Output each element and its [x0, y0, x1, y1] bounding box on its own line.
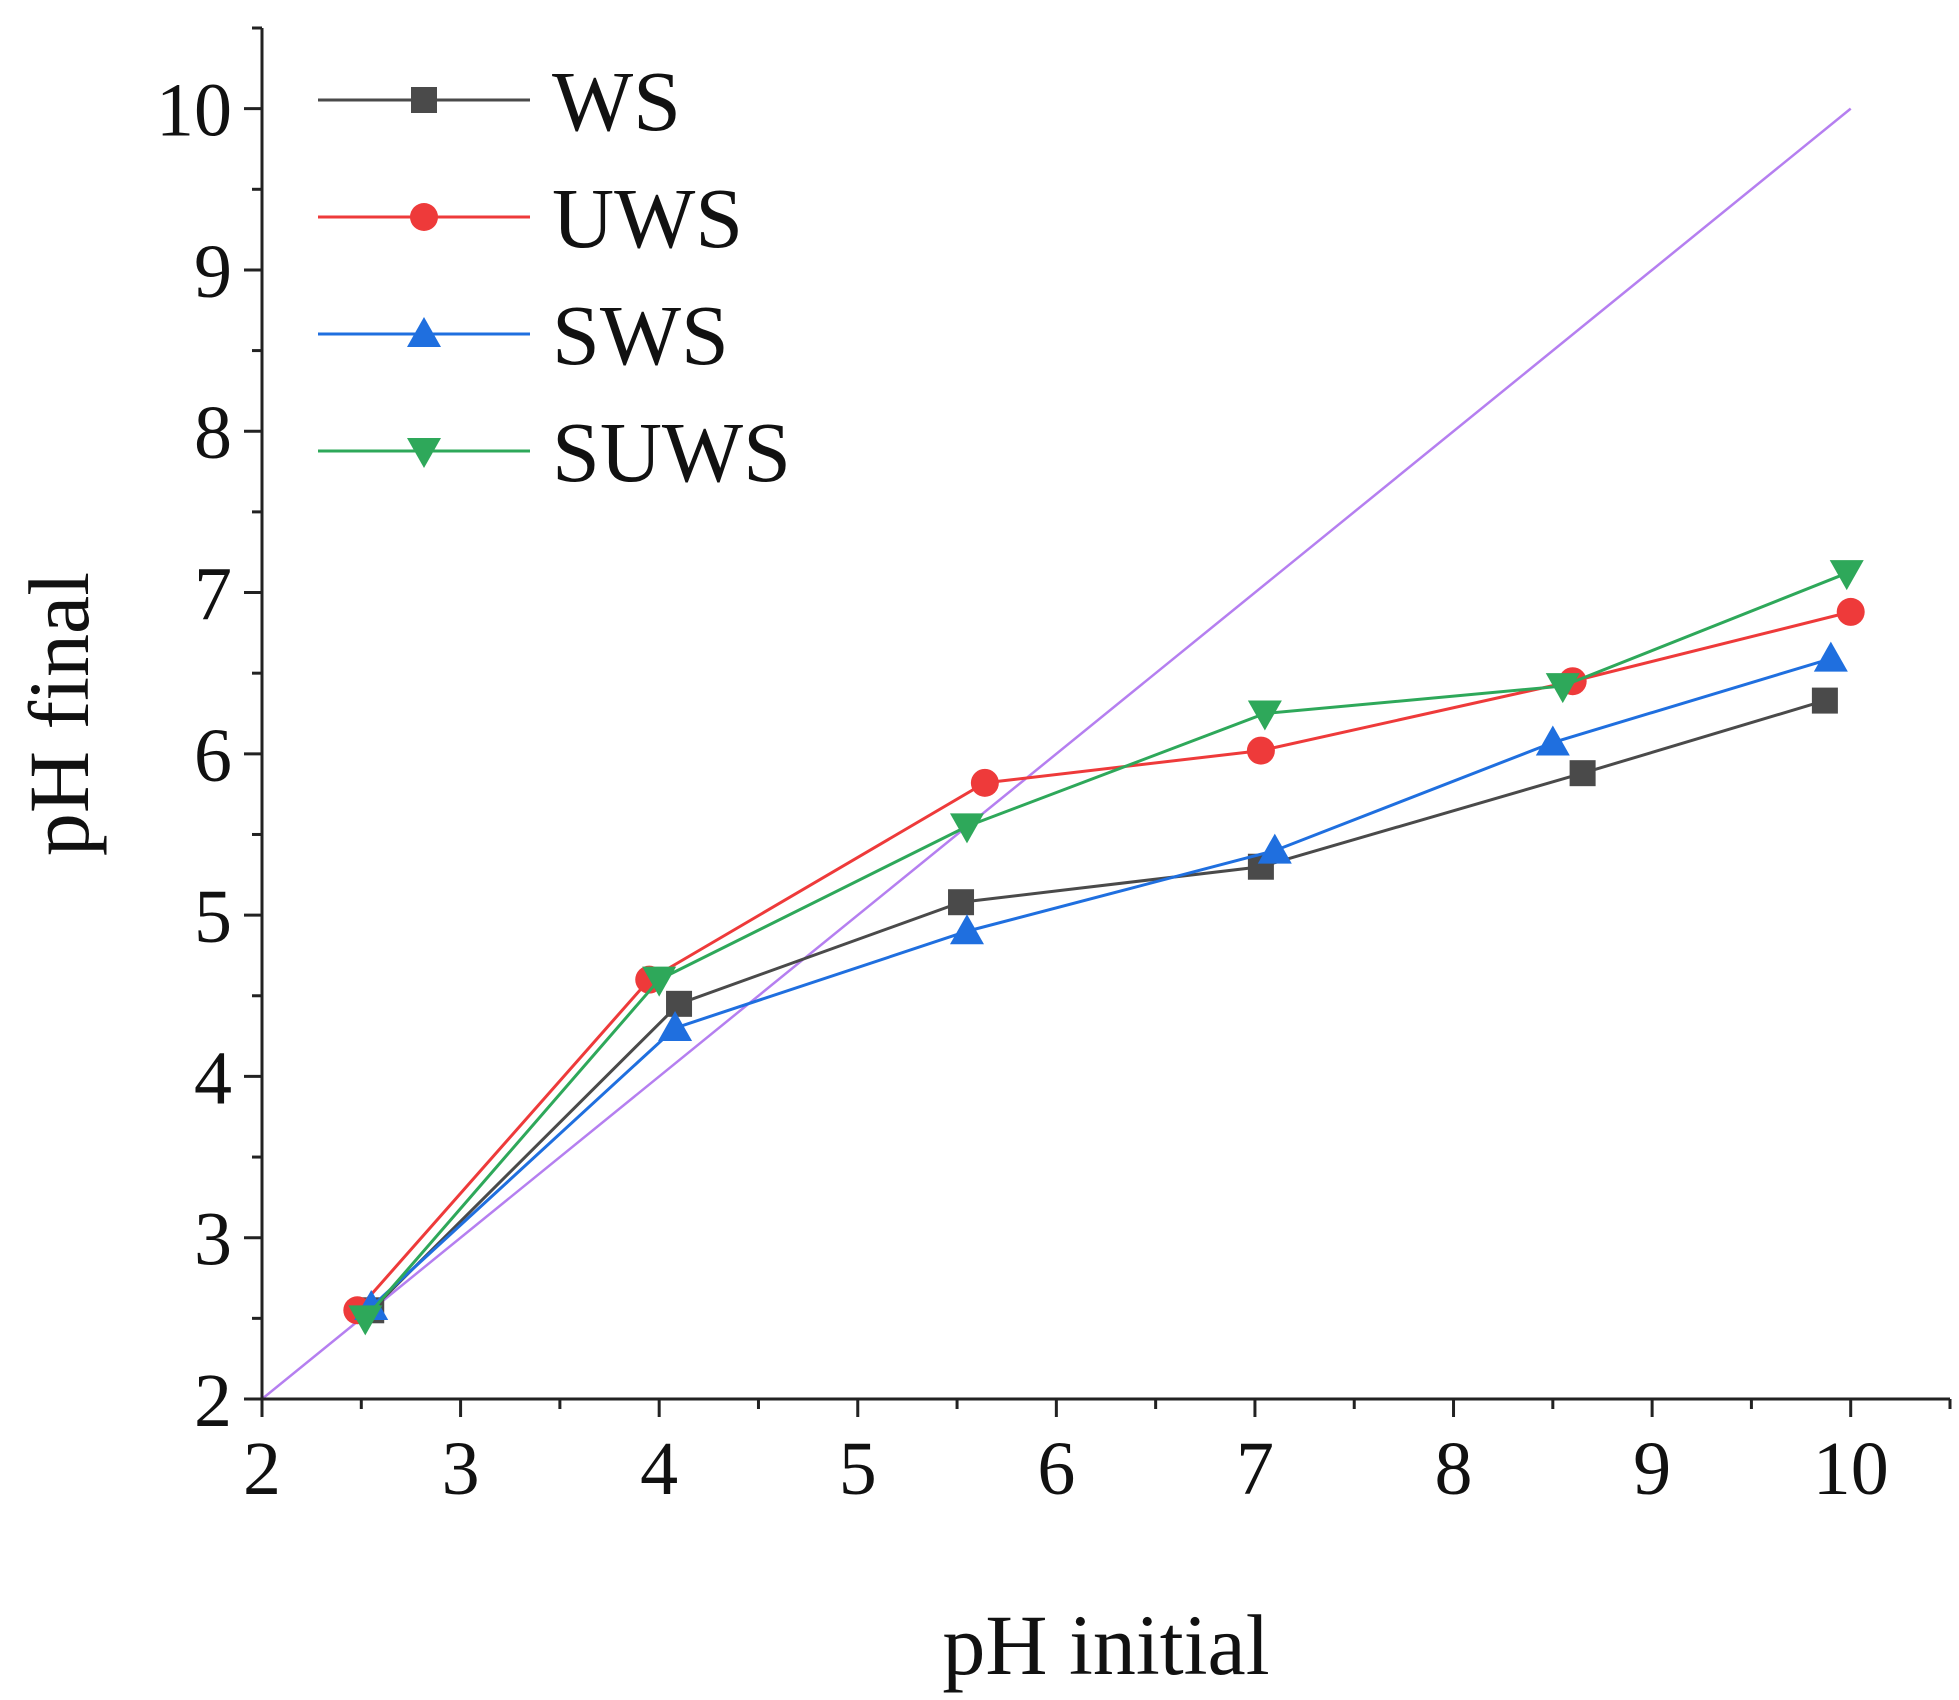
legend-item-sws: SWS: [318, 287, 729, 383]
x-tick-label: 2: [243, 1427, 281, 1511]
plot-area: [261, 107, 1865, 1400]
legend-item-suws: SUWS: [318, 404, 791, 500]
data-point-ws-6: [1811, 687, 1838, 714]
legend-item-ws: WS: [318, 53, 681, 149]
y-axis-label: pH final: [11, 572, 107, 856]
x-axis-label: pH initial: [942, 1597, 1269, 1693]
x-tick-label: 4: [640, 1427, 678, 1511]
legend-marker-sws: [407, 317, 441, 347]
series-line-sws: [370, 657, 1832, 1309]
legend-label-uws: UWS: [552, 170, 743, 266]
x-tick-label: 7: [1236, 1427, 1274, 1511]
legend: WS UWS SWS SUWS: [318, 53, 791, 500]
legend-marker-suws: [407, 438, 441, 468]
y-tick-label: 8: [194, 391, 232, 475]
x-tick-label: 5: [839, 1427, 877, 1511]
data-point-uws-3: [970, 768, 999, 797]
data-point-ws-5: [1569, 760, 1596, 787]
y-tick-label: 7: [194, 553, 232, 637]
x-tick-label: 6: [1037, 1427, 1075, 1511]
series-line-ws: [370, 699, 1826, 1312]
data-point-sws-5: [1535, 725, 1570, 756]
y-tick-label: 6: [194, 714, 232, 798]
y-tick-label: 3: [194, 1198, 232, 1282]
x-ticks: 2 3 4 5 6 7 8 9 10: [243, 1399, 1952, 1511]
data-point-suws-3: [949, 813, 984, 844]
y-tick-label: 10: [156, 69, 232, 153]
data-point-suws-4: [1247, 700, 1282, 731]
data-point-sws-4: [1257, 833, 1292, 864]
series-line-suws: [364, 571, 1848, 1320]
legend-marker-ws: [411, 87, 437, 113]
reference-line: [261, 107, 1852, 1400]
data-point-sws-6: [1813, 641, 1848, 672]
legend-label-suws: SUWS: [552, 404, 791, 500]
x-tick-label: 10: [1813, 1427, 1889, 1511]
data-point-ws-3: [948, 889, 975, 916]
y-tick-label: 5: [194, 875, 232, 959]
data-point-sws-3: [949, 914, 984, 945]
y-tick-label: 2: [194, 1359, 232, 1443]
legend-label-ws: WS: [552, 53, 681, 149]
legend-marker-uws: [410, 203, 438, 231]
data-point-uws-6: [1836, 597, 1865, 626]
data-point-suws-2: [642, 966, 677, 997]
y-tick-label: 4: [194, 1036, 232, 1120]
y-ticks: 2 3 4 5 6 7 8 9 10: [156, 26, 262, 1443]
x-tick-label: 8: [1435, 1427, 1473, 1511]
legend-item-uws: UWS: [318, 170, 743, 266]
x-tick-label: 3: [442, 1427, 480, 1511]
data-point-suws-6: [1829, 560, 1864, 591]
data-point-uws-4: [1246, 736, 1275, 765]
data-point-sws-2: [658, 1011, 693, 1042]
x-tick-label: 9: [1633, 1427, 1671, 1511]
data-point-suws-5: [1545, 673, 1580, 704]
y-tick-label: 9: [194, 230, 232, 314]
data-point-ws-2: [666, 990, 693, 1017]
legend-label-sws: SWS: [552, 287, 729, 383]
axes: [260, 28, 1950, 1401]
data-point-suws-1: [348, 1305, 383, 1336]
